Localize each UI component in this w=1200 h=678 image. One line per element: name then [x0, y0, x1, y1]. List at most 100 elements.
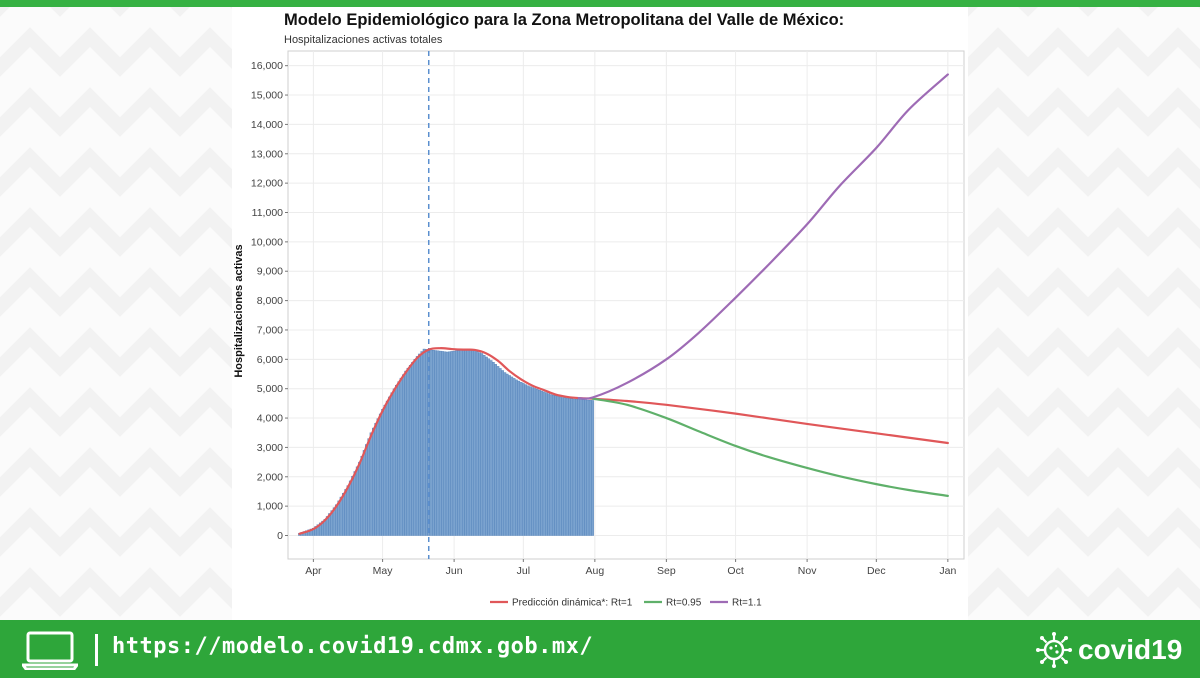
observed-bar	[510, 376, 514, 536]
y-tick-label: 10,000	[251, 236, 283, 248]
observed-bar	[372, 427, 375, 536]
observed-bar	[404, 370, 408, 536]
legend-label: Rt=1.1	[732, 598, 762, 609]
observed-bar	[554, 395, 557, 536]
chart-title: Modelo Epidemiológico para la Zona Metro…	[284, 11, 844, 29]
observed-bar	[533, 388, 537, 536]
observed-bar	[503, 372, 507, 536]
observed-bar	[392, 388, 396, 536]
observed-bar	[367, 438, 371, 536]
observed-bar	[547, 393, 551, 536]
left-pattern-background	[0, 7, 232, 620]
observed-bar	[464, 349, 468, 536]
observed-bar	[521, 383, 525, 536]
y-tick-label: 9,000	[257, 266, 283, 278]
observed-bar	[378, 413, 382, 536]
legend-item-rt11: Rt=1.1	[710, 598, 762, 609]
observed-bar	[565, 397, 569, 536]
y-tick-label: 5,000	[257, 383, 283, 395]
observed-bar	[561, 397, 564, 536]
observed-bar	[524, 384, 527, 536]
observed-bar	[388, 396, 391, 536]
observed-bar	[450, 351, 454, 536]
x-tick-label: Jun	[446, 565, 463, 577]
observed-bar	[335, 504, 338, 536]
observed-bar	[556, 396, 560, 536]
observed-bar	[385, 400, 389, 536]
y-tick-label: 6,000	[257, 354, 283, 366]
observed-bar	[526, 385, 530, 536]
observed-bar	[570, 398, 574, 536]
virus-icon	[1036, 632, 1072, 668]
observed-bar	[498, 368, 502, 536]
observed-bar	[448, 351, 451, 536]
x-tick-label: Sep	[657, 565, 676, 577]
observed-bar	[586, 399, 590, 536]
chart: Modelo Epidemiológico para la Zona Metro…	[233, 11, 965, 609]
y-tick-label: 11,000	[252, 207, 283, 219]
series-rt11-line	[577, 73, 949, 400]
observed-bar	[441, 351, 444, 536]
observed-bar	[431, 350, 435, 536]
observed-bar	[374, 423, 378, 536]
laptop-icon	[22, 631, 78, 670]
observed-bar	[395, 384, 398, 536]
observed-bar	[438, 350, 442, 536]
x-tick-label: Jan	[939, 565, 956, 577]
observed-bar	[515, 379, 518, 536]
observed-bar	[591, 400, 594, 536]
observed-bar	[489, 360, 493, 536]
observed-bar	[434, 350, 438, 536]
observed-bar	[545, 392, 548, 536]
x-tick-label: Oct	[727, 565, 743, 577]
x-tick-label: Nov	[798, 565, 817, 577]
y-tick-label: 14,000	[251, 119, 283, 131]
x-tick-label: Dec	[867, 565, 886, 577]
observed-bar	[346, 485, 350, 536]
plot-area: 0 1,000 2,000 3,000 4,000 5,000 6,000 7,000 8,00…	[251, 50, 965, 577]
observed-bar	[512, 378, 516, 536]
observed-bar	[535, 389, 539, 536]
observed-bar	[551, 394, 555, 536]
x-tick-label: Jul	[517, 565, 530, 577]
observed-bar	[337, 500, 341, 536]
y-tick-label: 7,000	[257, 324, 283, 336]
observed-bar	[563, 397, 567, 536]
brand-text: covid19	[1078, 634, 1183, 665]
observed-bar	[494, 364, 497, 536]
observed-bar	[475, 351, 479, 536]
observed-bar	[487, 358, 491, 536]
observed-bar	[459, 350, 463, 536]
legend-item-rt1: Predicción dinámica*: Rt=1	[490, 598, 633, 609]
observed-bar	[369, 432, 373, 536]
observed-bar	[568, 398, 571, 536]
observed-bar	[505, 373, 509, 536]
y-tick-label: 15,000	[251, 90, 283, 102]
legend-item-rt095: Rt=0.95	[644, 598, 702, 609]
observed-bar	[466, 349, 470, 536]
observed-bar	[408, 364, 412, 536]
observed-bar	[542, 391, 546, 536]
observed-bar	[485, 356, 488, 536]
y-axis-label: Hospitalizaciones activas	[233, 244, 245, 377]
observed-bar	[517, 380, 521, 536]
observed-bar	[558, 396, 562, 536]
observed-bar	[397, 381, 401, 536]
observed-bar	[429, 349, 433, 536]
observed-bar	[348, 480, 352, 536]
observed-bar	[425, 349, 428, 536]
footer-divider	[95, 634, 98, 666]
series-rt095-line	[591, 397, 949, 497]
observed-bar	[413, 359, 417, 536]
y-tick-label: 0	[277, 530, 283, 542]
observed-bar	[496, 366, 500, 536]
observed-bar	[420, 351, 424, 536]
footer-url-link[interactable]: https://modelo.covid19.cdmx.gob.mx/	[112, 634, 594, 659]
observed-bar	[360, 456, 364, 536]
legend-label: Predicción dinámica*: Rt=1	[512, 598, 633, 609]
covid19-logo: covid19	[1036, 632, 1182, 668]
observed-bar	[376, 418, 380, 536]
observed-bar	[445, 351, 449, 536]
y-tick-label: 13,000	[251, 148, 283, 160]
y-tick-label: 12,000	[251, 178, 283, 190]
